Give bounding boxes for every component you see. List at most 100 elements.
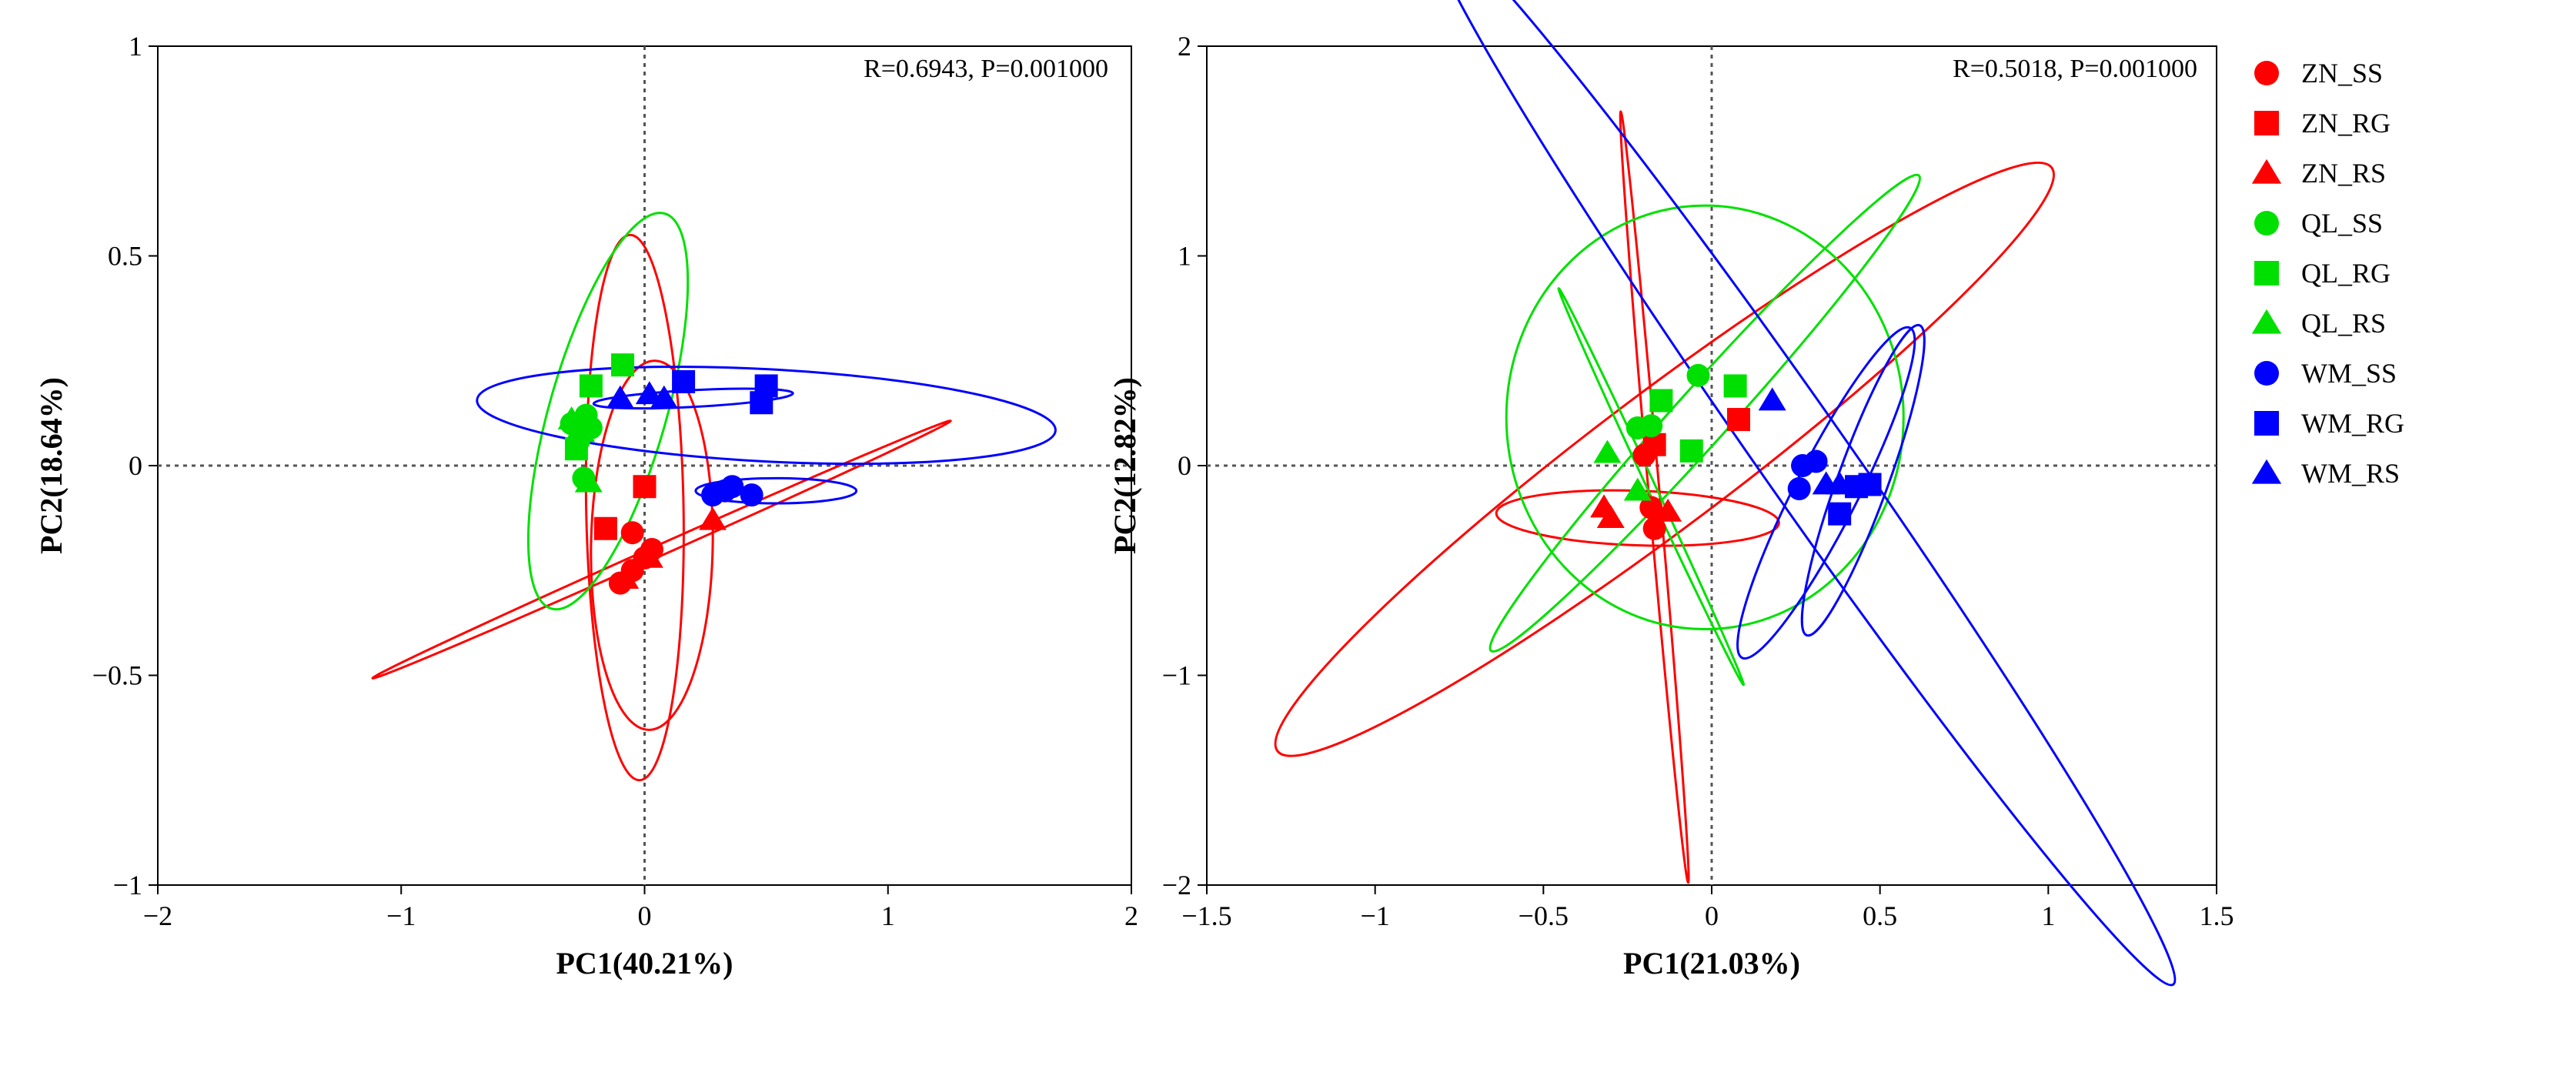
zn-ss-point [1642, 516, 1666, 540]
right-y-tick-label: 0 [1178, 450, 1191, 481]
legend-marker-ql-rg [2254, 261, 2279, 286]
right-series-wm-ss [1787, 449, 1828, 500]
left-x-tick-label: −1 [386, 900, 416, 931]
ql-rs-point [574, 469, 603, 493]
legend-label-ql-rg: QL_RG [2301, 258, 2391, 289]
wm-rg-point [750, 391, 773, 415]
legend-marker-ql-ss [2254, 211, 2279, 236]
wm-ss-point [713, 479, 737, 503]
left-x-tick-label: 2 [1124, 900, 1138, 931]
left-zn-confidence-ellipse [584, 233, 685, 782]
legend-label-wm-ss: WM_SS [2301, 358, 2397, 389]
right-ql-confidence-ellipse [1505, 204, 1905, 631]
left-series-ql-rs [557, 406, 603, 493]
right-series-wm-rs [1758, 387, 1854, 495]
left-x-tick-label: 0 [638, 900, 652, 931]
zn-rg-point [1726, 408, 1750, 432]
right-series-ql-ss [1625, 363, 1710, 439]
wm-rg-point [1828, 502, 1852, 526]
legend-marker-zn-rs [2251, 159, 2282, 184]
zn-rs-point [699, 506, 727, 530]
right-zn-confidence-ellipse [1274, 161, 2055, 757]
zn-rs-point [611, 566, 640, 589]
legend: ZN_SS ZN_RG ZN_RS QL_SS QL_RG QL_RS WM_SS WM_RG… [2251, 58, 2404, 489]
legend-label-ql-rs: QL_RS [2301, 308, 2386, 339]
zn-rs-point [1654, 498, 1682, 522]
right-y-tick-label: 2 [1178, 31, 1191, 62]
left-wm-confidence-ellipse [476, 366, 1057, 466]
ql-rg-point [1649, 389, 1673, 413]
wm-rs-point [650, 385, 678, 409]
left-series-zn-rg [593, 475, 657, 540]
zn-rg-point [633, 475, 657, 499]
right-x-tick-label: −1 [1361, 900, 1390, 931]
left-anosim-stat: R=0.6943, P=0.001000 [864, 55, 1108, 83]
right-x-tick-label: 0 [1705, 900, 1719, 931]
wm-rg-point [1858, 473, 1882, 496]
zn-ss-point [1639, 496, 1663, 519]
left-series-wm-ss [701, 475, 763, 507]
left-x-axis-title: PC1(40.21%) [556, 946, 733, 980]
legend-label-zn-rs: ZN_RS [2301, 158, 2386, 189]
right-series-ql-rs [1593, 439, 1652, 501]
zn-rg-point [593, 516, 617, 540]
right-x-axis-title: PC1(21.03%) [1623, 946, 1800, 980]
right-y-tick-label: −1 [1162, 660, 1191, 691]
left-ql-confidence-ellipse [526, 212, 690, 611]
legend-label-zn-ss: ZN_SS [2301, 58, 2383, 89]
right-x-tick-label: −0.5 [1519, 900, 1569, 931]
wm-rs-point [1826, 471, 1854, 495]
left-y-tick-label: 0 [129, 450, 142, 481]
ql-rs-point [1593, 439, 1622, 463]
ql-ss-point [1639, 414, 1663, 438]
ql-rs-point [567, 419, 596, 443]
ql-rg-point [579, 374, 603, 398]
left-x-tick-label: −2 [143, 900, 172, 931]
ql-rg-point [1679, 439, 1703, 463]
left-series-wm-rg [672, 370, 778, 415]
legend-label-ql-ss: QL_SS [2301, 208, 2383, 239]
right-anosim-stat: R=0.5018, P=0.001000 [1953, 55, 2197, 83]
zn-rs-point [635, 544, 663, 568]
right-ql-confidence-ellipse [1488, 173, 1921, 653]
right-series-zn-rg [1642, 408, 1750, 456]
legend-label-wm-rg: WM_RG [2301, 408, 2404, 439]
legend-marker-ql-rs [2251, 309, 2282, 334]
right-series-zn-rs [1590, 494, 1682, 528]
wm-ss-point [1787, 476, 1811, 500]
right-y-axis-title: PC2(12.82%) [1108, 377, 1142, 554]
left-y-tick-label: 1 [129, 31, 142, 62]
left-series-wm-rs [606, 381, 678, 409]
legend-marker-wm-rs [2251, 459, 2282, 484]
zn-ss-point [620, 521, 644, 545]
left-y-tick-label: 0.5 [108, 241, 142, 272]
wm-rg-point [672, 370, 696, 393]
left-x-tick-label: 1 [881, 900, 895, 931]
right-x-tick-label: 1 [2041, 900, 2055, 931]
right-wm-confidence-ellipse [1428, 0, 2177, 987]
right-y-tick-label: −2 [1162, 870, 1191, 900]
wm-rs-point [606, 385, 634, 409]
right-x-tick-label: −1.5 [1181, 900, 1231, 931]
ql-rg-point [1723, 374, 1747, 398]
right-panel: −1.5 −1 −0.5 0 0.5 1 1.5 −2 −1 0 1 2 PC1(21.03%) PC2(… [1108, 0, 2234, 987]
legend-marker-zn-ss [2254, 61, 2279, 85]
right-x-tick-label: 1.5 [2200, 900, 2234, 931]
ql-rg-point [611, 353, 635, 377]
legend-marker-zn-rg [2254, 111, 2279, 135]
left-y-axis-title: PC2(18.64%) [34, 377, 68, 554]
right-ql-confidence-ellipse [1557, 287, 1746, 686]
ql-ss-point [1686, 363, 1710, 387]
zn-rg-point [1642, 433, 1666, 456]
right-y-tick-label: 1 [1178, 241, 1191, 272]
wm-ss-point [740, 483, 763, 507]
right-series-ql-rg [1649, 374, 1747, 463]
left-wm-confidence-ellipse [694, 476, 858, 505]
left-y-tick-label: −1 [113, 870, 142, 900]
legend-marker-wm-ss [2254, 361, 2279, 386]
legend-label-wm-rs: WM_RS [2301, 458, 2400, 489]
left-zn-confidence-ellipse [590, 359, 714, 731]
legend-label-zn-rg: ZN_RG [2301, 108, 2391, 139]
